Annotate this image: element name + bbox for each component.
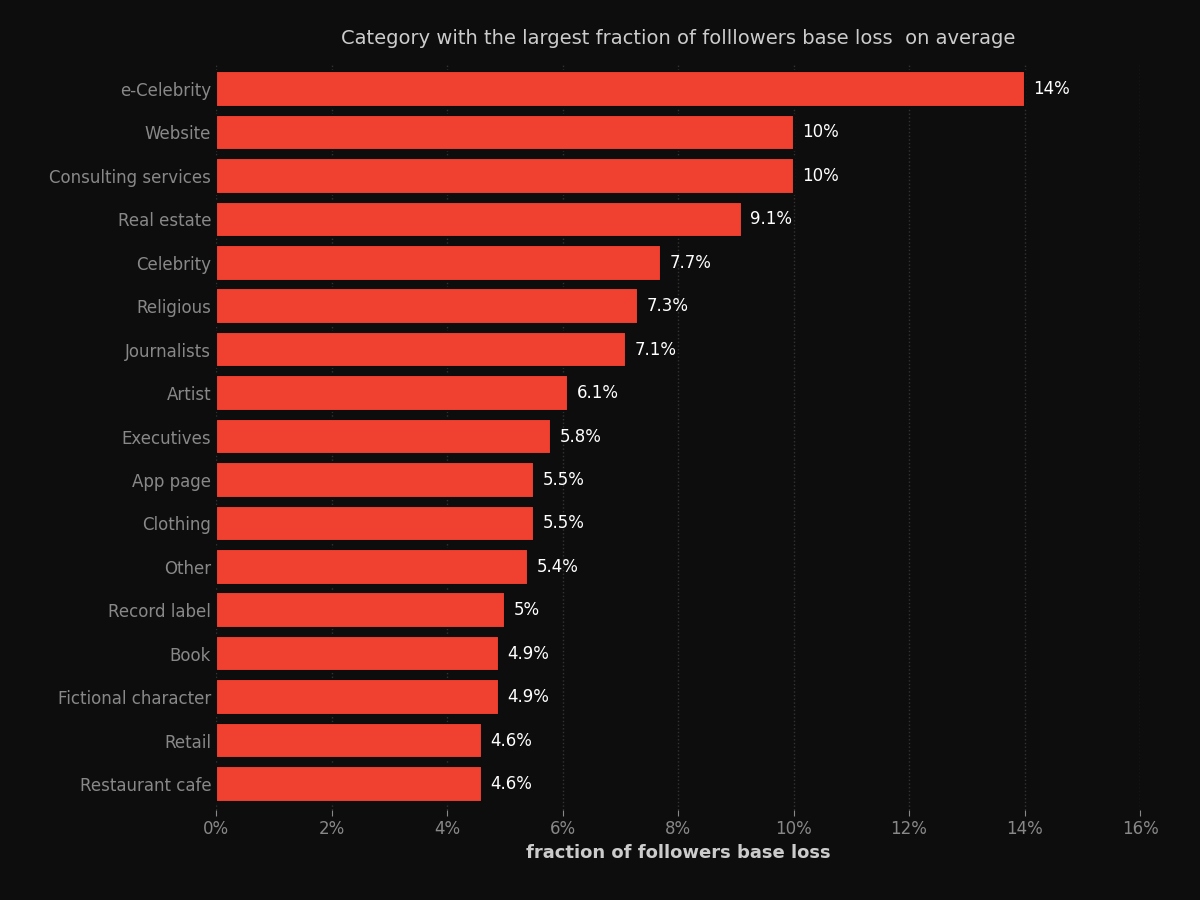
Text: 7.1%: 7.1% bbox=[635, 340, 677, 358]
Bar bbox=[216, 549, 528, 585]
Text: 4.9%: 4.9% bbox=[508, 688, 550, 706]
Bar bbox=[216, 71, 1025, 107]
Bar bbox=[216, 506, 534, 541]
Bar bbox=[216, 635, 499, 671]
Text: 5.8%: 5.8% bbox=[559, 428, 601, 446]
Bar bbox=[216, 418, 551, 454]
Bar bbox=[216, 114, 793, 150]
Text: 4.6%: 4.6% bbox=[491, 732, 532, 750]
Text: 10%: 10% bbox=[802, 123, 839, 141]
Text: 6.1%: 6.1% bbox=[577, 384, 619, 402]
Bar bbox=[216, 332, 626, 367]
Bar bbox=[216, 766, 481, 802]
X-axis label: fraction of followers base loss: fraction of followers base loss bbox=[526, 844, 830, 862]
Bar bbox=[216, 680, 499, 715]
Bar bbox=[216, 375, 569, 411]
Title: Category with the largest fraction of folllowers base loss  on average: Category with the largest fraction of fo… bbox=[341, 29, 1015, 48]
Bar bbox=[216, 245, 661, 281]
Text: 4.9%: 4.9% bbox=[508, 644, 550, 662]
Text: 10%: 10% bbox=[802, 166, 839, 184]
Text: 7.7%: 7.7% bbox=[670, 254, 712, 272]
Text: 9.1%: 9.1% bbox=[750, 211, 792, 229]
Text: 5.4%: 5.4% bbox=[536, 558, 578, 576]
Bar bbox=[216, 158, 793, 194]
Text: 4.6%: 4.6% bbox=[491, 775, 532, 793]
Text: 5.5%: 5.5% bbox=[542, 515, 584, 533]
Bar bbox=[216, 592, 505, 628]
Bar bbox=[216, 288, 637, 324]
Bar bbox=[216, 202, 742, 238]
Text: 7.3%: 7.3% bbox=[647, 297, 689, 315]
Bar bbox=[216, 462, 534, 498]
Text: 5.5%: 5.5% bbox=[542, 471, 584, 489]
Bar bbox=[216, 723, 481, 759]
Text: 14%: 14% bbox=[1033, 80, 1070, 98]
Text: 5%: 5% bbox=[514, 601, 540, 619]
